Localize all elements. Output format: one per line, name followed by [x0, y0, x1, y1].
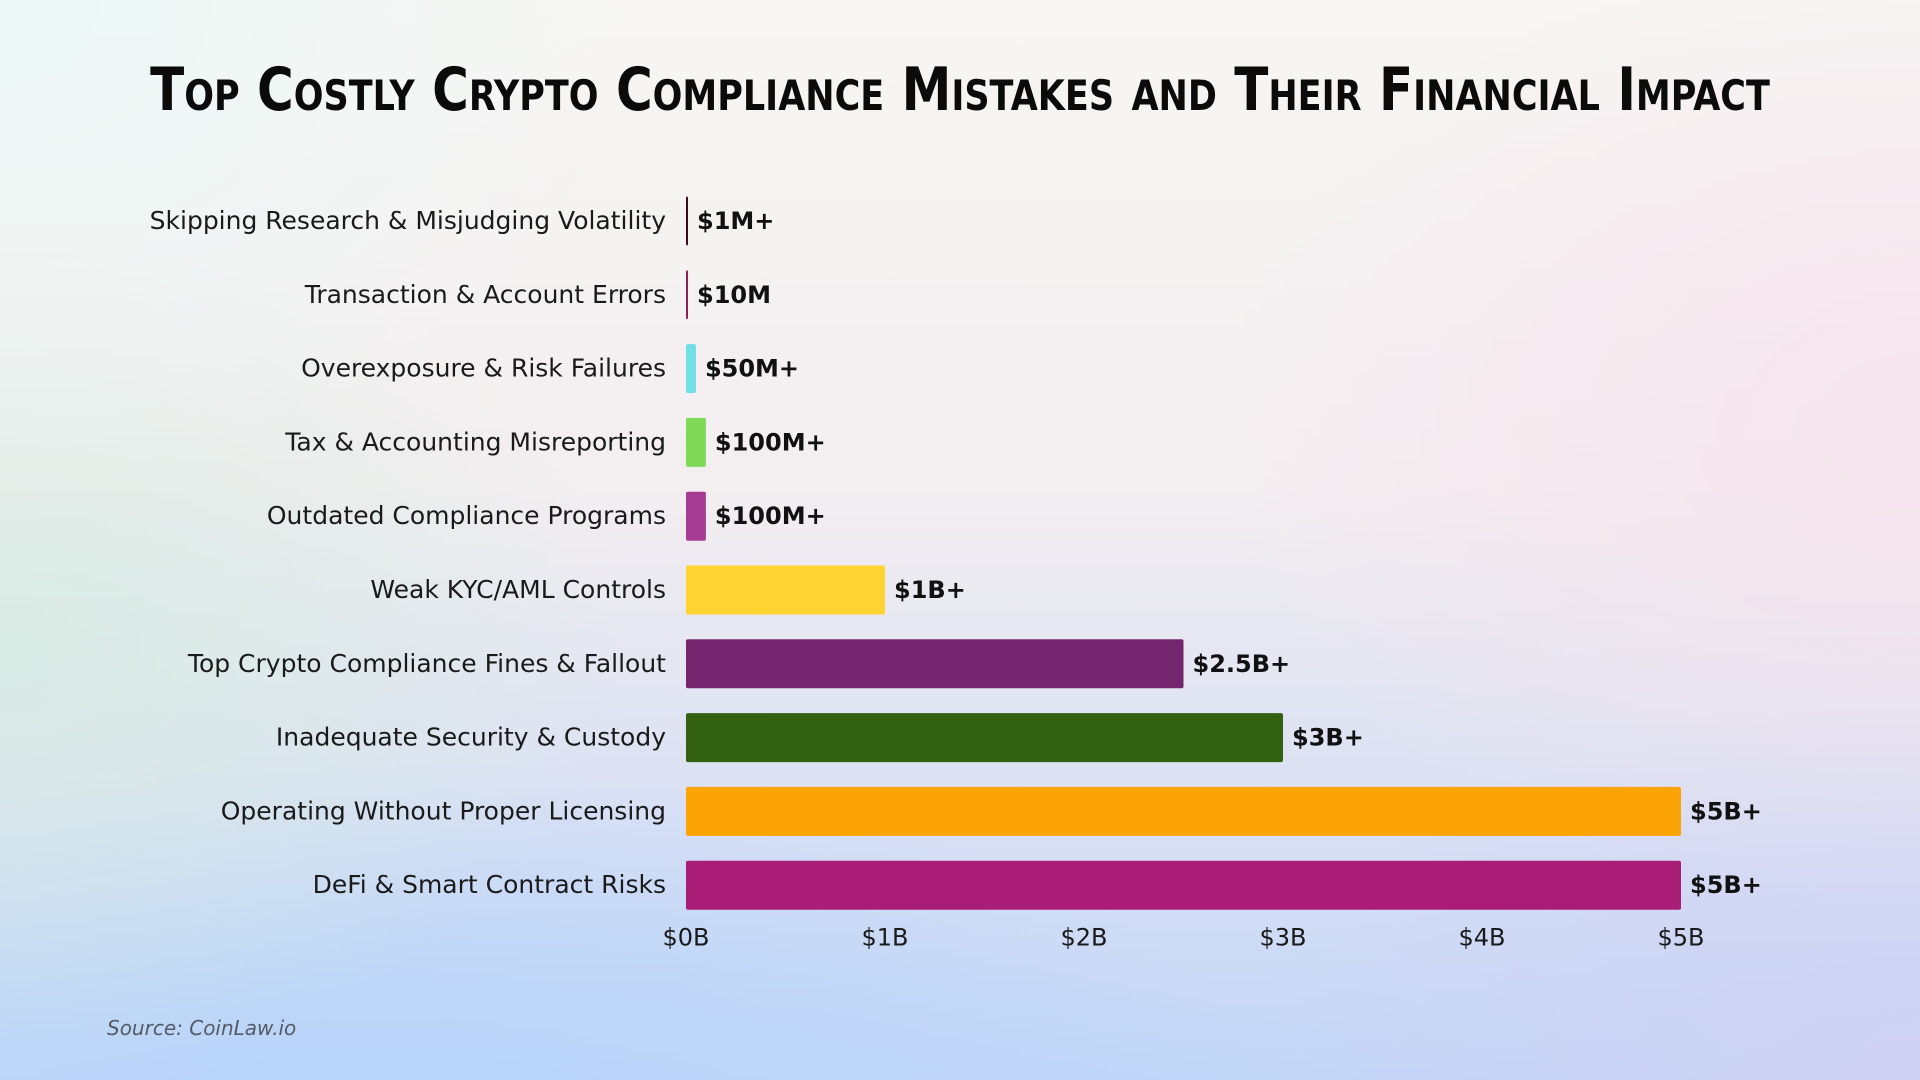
value-label: $1B+	[894, 576, 966, 604]
value-label: $1M+	[697, 207, 774, 235]
category-label: Transaction & Account Errors	[304, 280, 666, 309]
value-label: $3B+	[1292, 724, 1364, 752]
bar-5	[686, 565, 885, 615]
x-tick-label: $0B	[662, 924, 709, 952]
value-label: $5B+	[1690, 871, 1762, 899]
category-label: Weak KYC/AML Controls	[370, 575, 666, 604]
value-label: $2.5B+	[1193, 650, 1291, 678]
bar-8	[686, 786, 1681, 836]
value-label: $50M+	[705, 355, 799, 383]
labels-layer: Skipping Research & Misjudging Volatilit…	[150, 206, 1762, 899]
bar-7	[686, 713, 1283, 763]
category-label: Skipping Research & Misjudging Volatilit…	[150, 206, 667, 235]
bar-6	[686, 639, 1184, 689]
bar-3	[686, 417, 706, 467]
x-tick-label: $2B	[1060, 924, 1107, 952]
value-label: $5B+	[1690, 797, 1762, 825]
x-tick-label: $3B	[1259, 924, 1306, 952]
page-title: Top Costly Crypto Compliance Mistakes an…	[150, 55, 1770, 125]
category-label: Outdated Compliance Programs	[267, 501, 666, 530]
bar-2	[686, 344, 696, 394]
x-tick-label: $4B	[1458, 924, 1505, 952]
category-label: Tax & Accounting Misreporting	[284, 427, 666, 456]
bars-layer	[686, 196, 1681, 910]
bar-9	[686, 860, 1681, 910]
x-axis: $0B $1B $2B $3B $4B $5B	[662, 924, 1704, 952]
value-label: $100M+	[715, 428, 826, 456]
x-tick-label: $1B	[861, 924, 908, 952]
category-label: DeFi & Smart Contract Risks	[313, 870, 666, 899]
category-label: Overexposure & Risk Failures	[301, 354, 666, 383]
bar-0	[686, 196, 688, 246]
x-tick-label: $5B	[1657, 924, 1704, 952]
bar-1	[686, 270, 688, 320]
bar-4	[686, 491, 706, 541]
value-label: $100M+	[715, 502, 826, 530]
value-label: $10M	[697, 281, 771, 309]
source-note: Source: CoinLaw.io	[107, 1016, 297, 1040]
category-label: Inadequate Security & Custody	[276, 723, 666, 752]
category-label: Operating Without Proper Licensing	[221, 796, 666, 825]
category-label: Top Crypto Compliance Fines & Fallout	[187, 649, 666, 678]
